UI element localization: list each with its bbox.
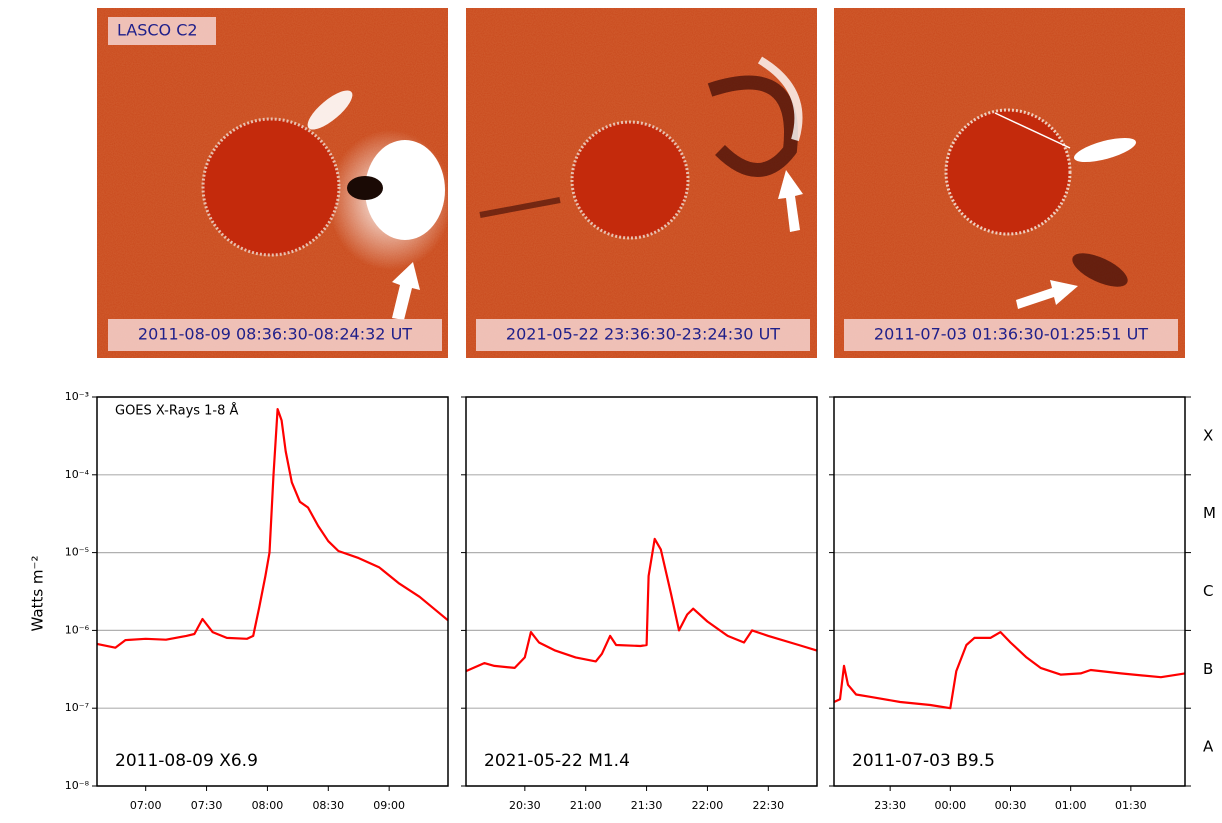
- x-tick-label: 22:00: [692, 799, 724, 812]
- y2-tick-label: B: [1203, 660, 1213, 678]
- coronagraph-image: [834, 8, 1185, 358]
- x-tick-label: 08:00: [252, 799, 284, 812]
- x-tick-label: 01:30: [1115, 799, 1147, 812]
- coronagraph-image: [97, 8, 452, 358]
- timestamp: 2021-05-22 23:36:30-23:24:30 UT: [506, 325, 780, 344]
- x-tick-label: 00:00: [934, 799, 966, 812]
- event-label: 2011-08-09 X6.9: [115, 751, 258, 771]
- event-label: 2011-07-03 B9.5: [852, 751, 995, 771]
- flux-line: [833, 631, 1186, 710]
- y-tick-label: 10⁻⁸: [65, 779, 90, 792]
- timestamp: 2011-07-03 01:36:30-01:25:51 UT: [874, 325, 1148, 344]
- coronagraph-image: [466, 8, 817, 358]
- flux-line: [465, 537, 818, 673]
- y-tick-label: 10⁻⁶: [65, 623, 90, 636]
- y2-tick-label: A: [1203, 738, 1214, 756]
- plot-frame: [833, 396, 1186, 787]
- x-tick-label: 21:30: [631, 799, 663, 812]
- label-box: [108, 319, 442, 351]
- plot-frame: [96, 396, 449, 787]
- label-box: [108, 17, 216, 45]
- event-label: 2021-05-22 M1.4: [484, 751, 630, 771]
- y2-tick-label: X: [1203, 426, 1213, 444]
- x-tick-label: 07:00: [130, 799, 162, 812]
- x-tick-label: 22:30: [752, 799, 784, 812]
- x-tick-label: 21:00: [570, 799, 602, 812]
- label-box: [476, 319, 810, 351]
- x-tick-label: 08:30: [312, 799, 344, 812]
- x-tick-label: 20:30: [509, 799, 541, 812]
- y-tick-label: 10⁻⁵: [65, 546, 89, 559]
- annotation: GOES X-Rays 1-8 Å: [115, 403, 239, 419]
- label-box: [844, 319, 1178, 351]
- y-tick-label: 10⁻⁷: [65, 701, 89, 714]
- flux-line: [96, 408, 449, 649]
- instrument-label: LASCO C2: [117, 21, 198, 40]
- y-tick-label: 10⁻³: [65, 390, 89, 403]
- x-tick-label: 23:30: [874, 799, 906, 812]
- x-tick-label: 00:30: [995, 799, 1027, 812]
- x-tick-label: 09:00: [373, 799, 405, 812]
- y2-tick-label: M: [1203, 504, 1216, 522]
- y-axis-label: Watts m⁻²: [29, 556, 47, 632]
- x-tick-label: 01:00: [1055, 799, 1087, 812]
- timestamp: 2011-08-09 08:36:30-08:24:32 UT: [138, 325, 412, 344]
- y2-tick-label: C: [1203, 582, 1213, 600]
- x-tick-label: 07:30: [191, 799, 223, 812]
- y-tick-label: 10⁻⁴: [65, 468, 90, 481]
- plot-frame: [465, 396, 818, 787]
